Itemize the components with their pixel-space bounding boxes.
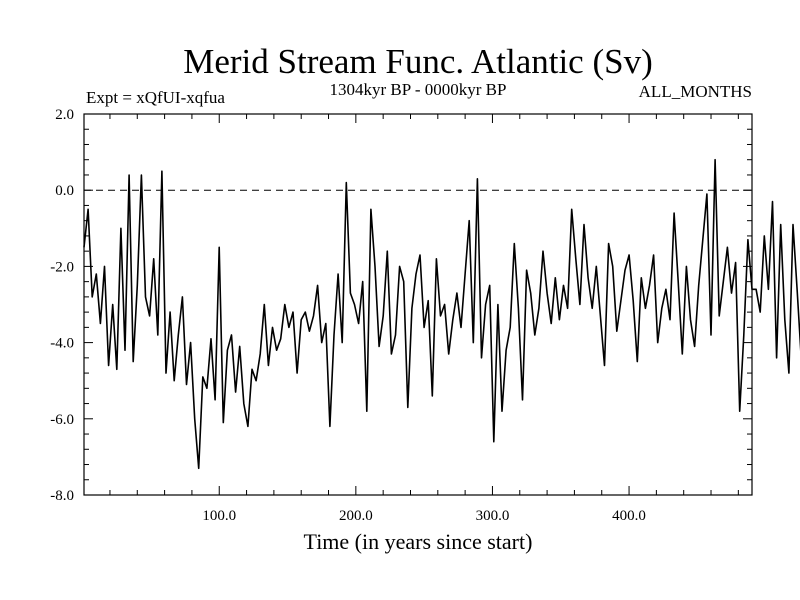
chart-title: Merid Stream Func. Atlantic (Sv) bbox=[183, 42, 653, 81]
plot-frame bbox=[83, 113, 753, 496]
y-tick-label: -2.0 bbox=[50, 259, 74, 275]
y-tick-label: 2.0 bbox=[55, 107, 74, 123]
y-tick-label: 0.0 bbox=[55, 183, 74, 199]
experiment-label: Expt = xQfUI-xqfua bbox=[86, 88, 225, 107]
x-axis-label: Time (in years since start) bbox=[304, 529, 533, 554]
y-tick-label: -6.0 bbox=[50, 412, 74, 428]
y-axis: -8.0 -6.0 -4.0 -2.0 0.0 2.0 bbox=[50, 107, 752, 504]
months-label: ALL_MONTHS bbox=[639, 82, 752, 101]
series-line bbox=[83, 158, 800, 470]
x-tick-label: 400.0 bbox=[612, 508, 646, 524]
chart-subtitle: 1304kyr BP - 0000kyr BP bbox=[330, 80, 507, 99]
y-tick-label: -4.0 bbox=[50, 336, 74, 352]
x-tick-label: 100.0 bbox=[202, 508, 236, 524]
y-tick-label: -8.0 bbox=[50, 488, 74, 504]
x-tick-label: 200.0 bbox=[339, 508, 373, 524]
x-axis: 100.0 200.0 300.0 400.0 bbox=[109, 114, 739, 524]
x-tick-label: 300.0 bbox=[476, 508, 510, 524]
series-layer bbox=[83, 158, 800, 470]
